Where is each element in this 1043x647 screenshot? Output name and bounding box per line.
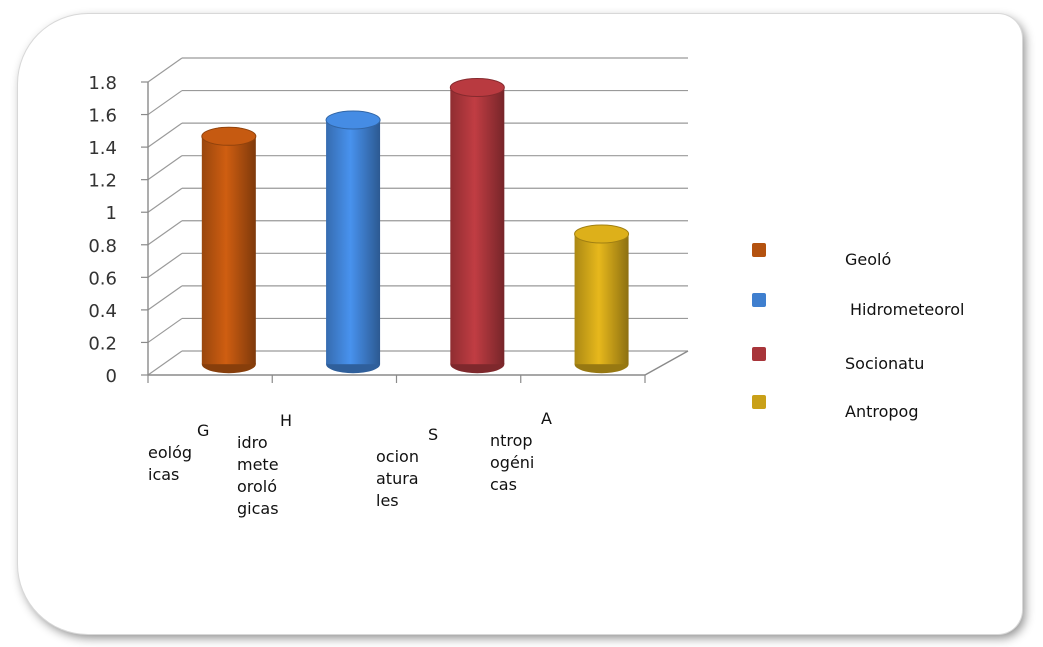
grid-lines — [147, 57, 688, 376]
gridline-diagonal — [147, 90, 183, 116]
legend-label: Antropog — [845, 402, 919, 421]
y-tick-label: 0 — [106, 366, 117, 387]
y-tick-label: 0.6 — [88, 268, 117, 289]
legend-swatch — [752, 395, 766, 409]
category-label-initial: H — [280, 411, 293, 430]
gridline-diagonal — [147, 155, 183, 181]
bar-body — [450, 87, 505, 365]
bar-top — [325, 110, 381, 130]
y-tick-label: 0.4 — [88, 301, 117, 322]
bar-body — [201, 136, 256, 365]
category-label-initial: A — [541, 409, 552, 428]
bar-top — [574, 224, 630, 244]
floor-right-edge — [644, 350, 689, 376]
category-label-rest: ntrop ogéni cas — [490, 431, 535, 494]
y-tick-label: 1.2 — [88, 171, 117, 192]
category-label-rest: idro mete oroló gicas — [237, 433, 279, 518]
category-label-initial: G — [197, 421, 210, 440]
category-label-rest: eológ icas — [148, 443, 193, 484]
y-tick-labels: 0 0.2 0.4 0.6 0.8 1 1.2 1.4 1.6 1.8 — [88, 73, 117, 387]
bar-4 — [574, 224, 630, 374]
bar-top — [201, 126, 257, 146]
legend-swatch — [752, 347, 766, 361]
gridline-diagonal — [147, 350, 183, 376]
legend-swatch — [752, 243, 766, 257]
y-tick-label: 0.2 — [88, 333, 117, 354]
gridline-diagonal — [147, 252, 183, 278]
y-tick-label: 1 — [106, 203, 117, 224]
bar-3 — [449, 77, 505, 374]
bar-top — [449, 77, 505, 97]
gridline-diagonal — [147, 220, 183, 246]
gridline-diagonal — [147, 285, 183, 311]
bar-body — [574, 233, 629, 365]
gridline-diagonal — [147, 317, 183, 343]
bar-1 — [201, 126, 257, 374]
y-tick-label: 1.4 — [88, 138, 117, 159]
gridline-diagonal — [147, 57, 183, 83]
y-tick-label: 0.8 — [88, 236, 117, 257]
axes — [141, 81, 689, 383]
bar-body — [326, 120, 381, 365]
legend-label: Geoló — [845, 250, 892, 269]
y-tick-label: 1.8 — [88, 73, 117, 94]
gridline-diagonal — [147, 187, 183, 213]
bars — [201, 77, 630, 374]
category-label-initial: S — [428, 425, 439, 444]
legend-label: Socionatu — [845, 354, 925, 373]
gridline-diagonal — [147, 122, 183, 148]
chart-frame — [18, 14, 1022, 634]
category-label-rest: ocion atura les — [376, 447, 419, 510]
legend-label: Hidrometeorol — [850, 300, 965, 319]
bar-2 — [325, 110, 381, 374]
legend-swatch — [752, 293, 766, 307]
y-tick-label: 1.6 — [88, 106, 117, 127]
